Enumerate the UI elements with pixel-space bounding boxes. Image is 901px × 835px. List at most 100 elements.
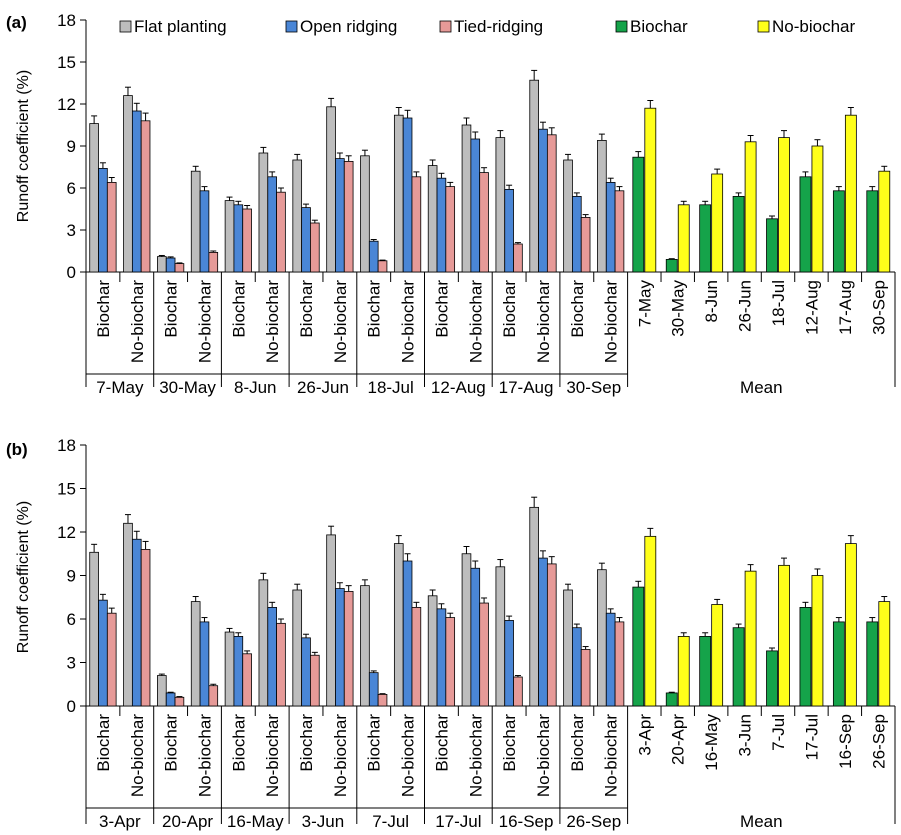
- bar-open-ridging: [233, 636, 244, 707]
- x-category-label: No-biochar: [263, 714, 282, 797]
- bar-open-ridging: [605, 181, 616, 273]
- date-group-label: 17-Aug: [499, 378, 554, 397]
- treatment-cluster: No-biochar: [326, 525, 354, 797]
- x-category-label: No-biochar: [195, 280, 214, 363]
- x-category-label: No-biochar: [602, 714, 621, 797]
- bar-flat-planting: [597, 569, 607, 707]
- bar-open-ridging: [605, 612, 616, 707]
- mean-date-label: 30-May: [669, 280, 688, 337]
- treatment-cluster: No-biochar: [393, 535, 422, 797]
- date-group-label: 16-May: [227, 812, 284, 831]
- y-tick-label: 6: [67, 179, 76, 198]
- y-axis-title: Runoff coefficient (%): [15, 70, 32, 222]
- date-group: Biochar No-biochar 30-May: [157, 165, 222, 397]
- bar-open-ridging: [538, 557, 548, 707]
- treatment-cluster: Biochar: [495, 559, 523, 772]
- date-group: Biochar No-biochar 17-Aug: [495, 69, 561, 397]
- mean-category: 16-Sep: [827, 535, 857, 769]
- bar-biochar: [866, 621, 879, 707]
- bar-flat-planting: [393, 543, 404, 707]
- chart-panel-a: (a) Runoff coefficient (%) 0 3 6 9 12 15 18 Bioch…: [6, 11, 896, 397]
- legend-swatch: [615, 20, 628, 33]
- date-group: Biochar No-biochar 12-Aug: [427, 117, 493, 397]
- date-group: Biochar No-biochar 18-Jul: [360, 107, 425, 397]
- bar-tied-ridging: [411, 176, 422, 273]
- bar-open-ridging: [402, 560, 413, 707]
- treatment-cluster: No-biochar: [461, 546, 489, 797]
- mean-date-label: 7-Jul: [769, 714, 788, 751]
- bar-tied-ridging: [242, 208, 252, 273]
- bar-flat-planting: [597, 139, 607, 273]
- bar-flat-planting: [224, 631, 235, 707]
- x-category-label: No-biochar: [534, 714, 553, 797]
- legend-swatch: [285, 20, 298, 33]
- bar-tied-ridging: [546, 563, 557, 707]
- x-category-label: No-biochar: [331, 714, 350, 797]
- treatment-cluster: No-biochar: [123, 86, 151, 363]
- bar-tied-ridging: [208, 251, 219, 273]
- bar-open-ridging: [131, 538, 142, 707]
- bar-flat-planting: [292, 159, 303, 273]
- date-group-label: 30-May: [159, 378, 216, 397]
- date-group-label: 26-Jun: [297, 378, 349, 397]
- x-category-label: Biochar: [297, 714, 316, 772]
- mean-date-label: 16-May: [702, 714, 721, 771]
- treatment-cluster: No-biochar: [190, 165, 219, 363]
- mean-date-label: 3-Apr: [635, 714, 654, 756]
- bar-flat-planting: [427, 595, 438, 707]
- bar-biochar: [866, 190, 879, 273]
- bar-open-ridging: [572, 195, 582, 273]
- bar-tied-ridging: [106, 181, 117, 273]
- treatment-cluster: No-biochar: [190, 596, 219, 797]
- date-group: Biochar No-biochar 26-Sep: [563, 562, 629, 831]
- treatment-cluster: Biochar: [427, 159, 456, 338]
- bar-open-ridging: [402, 117, 413, 273]
- x-category-label: Biochar: [229, 714, 248, 772]
- legend-item: No-biochar: [757, 17, 855, 36]
- y-tick-label: 9: [67, 137, 76, 156]
- mean-section: 3-Apr 20-Apr 16-May 3-Jun 7-Jul 17-Jul 16-Sep 2…: [632, 527, 896, 831]
- legend-label: No-biochar: [772, 17, 855, 36]
- treatment-cluster: Biochar: [224, 627, 252, 772]
- bar-no-biochar: [711, 604, 724, 707]
- bar-flat-planting: [495, 137, 506, 273]
- x-category-label: Biochar: [432, 280, 451, 338]
- bar-open-ridging: [470, 567, 481, 707]
- legend-label: Biochar: [630, 17, 688, 36]
- bar-flat-planting: [360, 585, 370, 707]
- bar-tied-ridging: [546, 134, 557, 273]
- bar-tied-ridging: [411, 607, 422, 707]
- bar-tied-ridging: [140, 549, 151, 707]
- panel-label: (b): [6, 440, 28, 459]
- bar-tied-ridging: [343, 160, 354, 273]
- y-tick-label: 12: [57, 523, 76, 542]
- bar-tied-ridging: [479, 172, 489, 273]
- bar-biochar: [665, 258, 678, 273]
- bar-tied-ridging: [242, 653, 252, 707]
- treatment-cluster: Biochar: [427, 589, 456, 772]
- mean-category: 7-May: [632, 100, 657, 327]
- x-category-label: No-biochar: [466, 280, 485, 363]
- date-group: Biochar No-biochar 8-Jun: [224, 146, 290, 397]
- bar-tied-ridging: [140, 120, 151, 273]
- mean-date-label: 16-Sep: [836, 714, 855, 769]
- bar-tied-ridging: [614, 621, 625, 707]
- bar-biochar: [832, 190, 845, 273]
- bar-open-ridging: [301, 207, 311, 273]
- date-group: Biochar No-biochar 30-Sep: [563, 133, 629, 397]
- y-tick-label: 18: [57, 11, 76, 30]
- bar-tied-ridging: [310, 222, 320, 273]
- y-tick-label: 12: [57, 95, 76, 114]
- mean-date-label: 17-Jul: [802, 714, 821, 760]
- bar-open-ridging: [98, 599, 108, 707]
- mean-group-label: Mean: [740, 378, 783, 397]
- bar-no-biochar: [744, 570, 757, 707]
- mean-date-label: 17-Aug: [836, 280, 855, 335]
- treatment-cluster: No-biochar: [529, 496, 557, 797]
- y-tick-label: 3: [67, 221, 76, 240]
- bar-tied-ridging: [208, 685, 219, 707]
- treatment-cluster: Biochar: [360, 149, 388, 338]
- bar-flat-planting: [190, 170, 201, 273]
- bar-tied-ridging: [276, 191, 286, 273]
